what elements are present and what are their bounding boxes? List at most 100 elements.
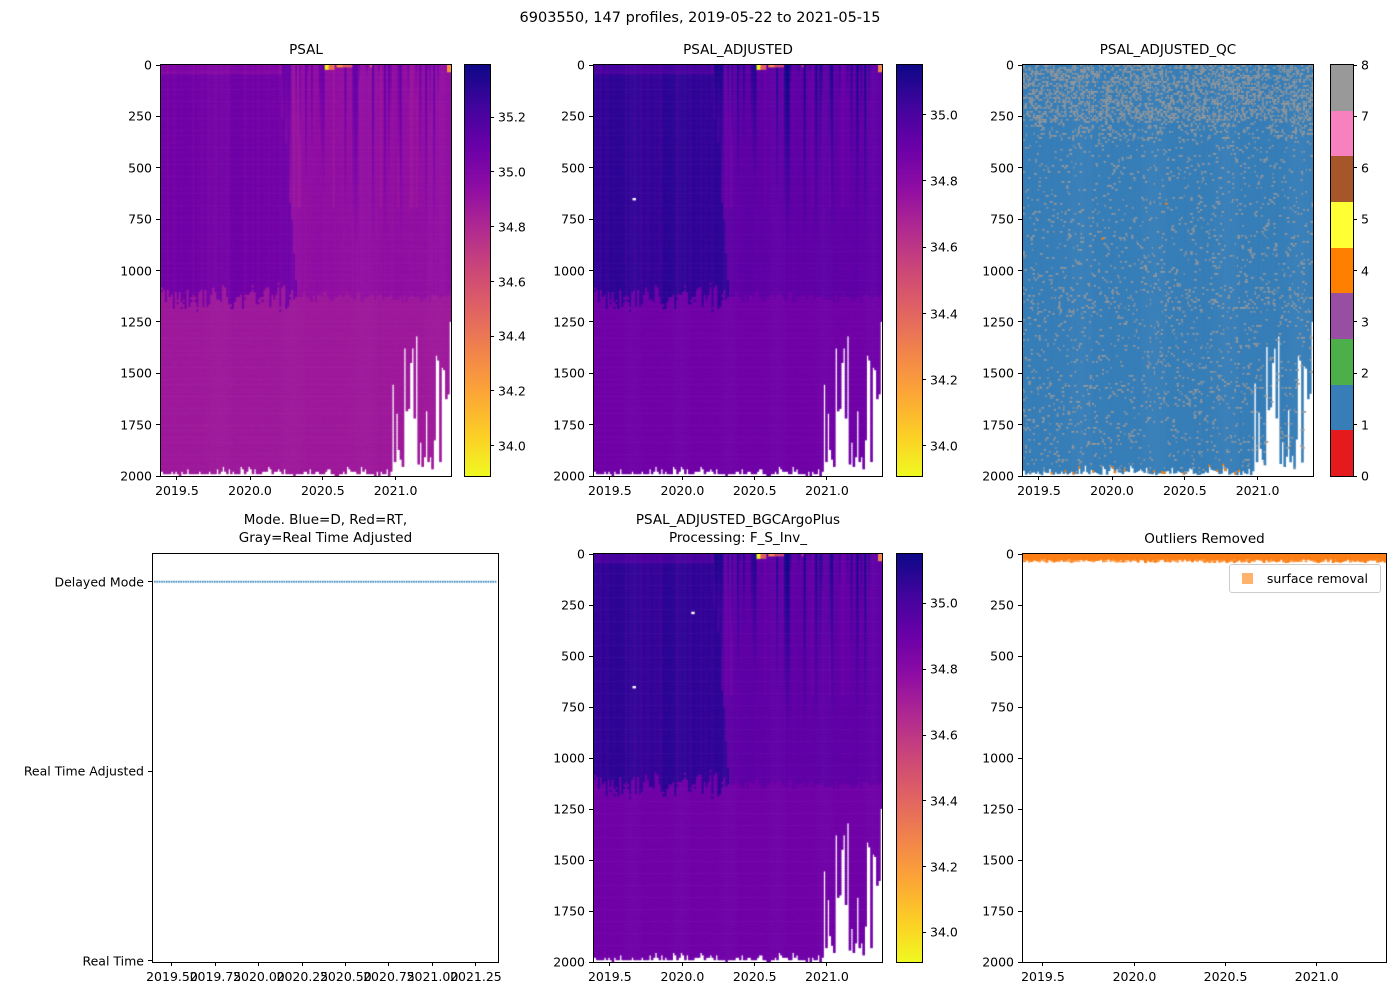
- outliers_removed-xtick-mark: [1316, 962, 1318, 966]
- psal-xtick-mark: [322, 476, 324, 480]
- outliers_removed-ytick-mark: [1018, 910, 1022, 912]
- psal-xtick-label: 2020.5: [300, 483, 345, 498]
- psal_adjusted_qc-xtick-label: 2020.0: [1090, 483, 1134, 498]
- psal_adjusted_qc-ytick-label: 750: [990, 211, 1014, 227]
- psal-ytick-label: 750: [128, 211, 152, 227]
- psal_adjusted_qc-ytick-mark: [1018, 64, 1022, 66]
- mode-ytick-mark: [148, 581, 152, 583]
- psal-colorbar-tick-label: 34.4: [498, 328, 526, 344]
- outliers_removed-xtick-mark: [1042, 962, 1044, 966]
- mode-ytick-label: Real Time: [82, 953, 144, 969]
- psal_adjusted_qc-ytick-label: 500: [990, 160, 1014, 176]
- outliers_removed-ytick-label: 0: [1006, 546, 1014, 562]
- psal-colorbar-tick-mark: [490, 390, 494, 392]
- psal_adjusted-colorbar-tick-label: 34.4: [930, 306, 958, 322]
- psal_adjusted_bgc-colorbar-tick-label: 35.0: [930, 595, 958, 611]
- psal_adjusted-ytick-mark: [589, 372, 593, 374]
- psal_adjusted_qc-colorbar-tick-label: 4: [1361, 263, 1369, 278]
- psal_adjusted-xtick-mark: [681, 476, 683, 480]
- psal_adjusted_bgc-colorbar: 35.0 34.8 34.6 34.4 34.2 34.0: [896, 553, 958, 963]
- psal-ytick-mark: [156, 475, 160, 477]
- psal-ytick-mark: [156, 167, 160, 169]
- psal_adjusted-colorbar-tick-label: 34.0: [930, 438, 958, 454]
- psal_adjusted_bgc-ytick-label: 500: [561, 648, 585, 664]
- surface-removal-label: surface removal: [1266, 571, 1368, 586]
- psal-ytick-mark: [156, 372, 160, 374]
- psal_adjusted_qc-ytick-label: 1500: [982, 365, 1014, 381]
- psal-adjusted-qc-title: PSAL_ADJUSTED_QC: [1099, 42, 1237, 58]
- psal-colorbar-tick-mark: [490, 226, 494, 228]
- mode-ytick-label: Delayed Mode: [54, 574, 144, 590]
- psal_adjusted_bgc-ytick-label: 1250: [553, 801, 585, 817]
- psal_adjusted-ytick-label: 1750: [553, 417, 585, 433]
- mode-xtick-label: 2020.75: [363, 969, 415, 984]
- psal_adjusted-ytick-mark: [589, 270, 593, 271]
- psal-xtick-label: 2019.5: [155, 483, 199, 498]
- psal_adjusted_qc-ytick-label: 2000: [982, 468, 1014, 484]
- psal_adjusted_qc-xtick-label: 2020.5: [1162, 483, 1207, 498]
- outliers-legend: surface removal: [1228, 564, 1381, 593]
- psal_adjusted_bgc-xtick-mark: [754, 962, 756, 966]
- psal-plot: PSAL 2019.5 2020.0 2020.5 2021.0 0 250 500 750 1…: [120, 42, 452, 498]
- psal_adjusted_qc-colorbar-segment: [1331, 384, 1353, 431]
- outliers_removed-ytick-label: 1250: [982, 801, 1014, 817]
- psal_adjusted_qc-colorbar-tick-mark: [1353, 64, 1357, 66]
- psal_adjusted_bgc-ytick-mark: [589, 553, 593, 555]
- mode-ytick-label: Real Time Adjusted: [23, 763, 144, 779]
- mode-xtick-mark: [345, 962, 347, 966]
- mode-xtick-mark: [301, 962, 303, 966]
- psal_adjusted-colorbar-tick-mark: [922, 379, 926, 381]
- psal-ytick-mark: [156, 218, 160, 220]
- psal-adjusted-plot: PSAL_ADJUSTED 2019.5 2020.0 2020.5 2021.0 0 2…: [553, 42, 883, 498]
- psal_adjusted_qc-colorbar-segment: [1331, 247, 1353, 294]
- psal_adjusted_qc-ytick-mark: [1018, 115, 1022, 117]
- outliers_removed-ytick-mark: [1018, 706, 1022, 708]
- psal_adjusted-ytick-label: 0: [577, 57, 585, 73]
- psal-xtick-label: 2020.0: [228, 483, 272, 498]
- psal_adjusted-ytick-mark: [589, 167, 593, 169]
- psal_adjusted-ytick-mark: [589, 115, 593, 117]
- psal_adjusted-ytick-label: 1250: [553, 314, 585, 330]
- psal-colorbar-tick-label: 34.2: [498, 383, 526, 399]
- mode-canvas: [153, 554, 498, 962]
- mode-xtick-label: 2019.75: [189, 969, 242, 984]
- psal_adjusted_qc-colorbar-tick-mark: [1353, 167, 1357, 169]
- psal-ytick-mark: [156, 115, 160, 117]
- psal-colorbar-tick-label: 34.0: [498, 438, 526, 454]
- outliers_removed-xtick-mark: [1225, 962, 1227, 966]
- psal_adjusted_bgc-xtick-label: 2020.5: [732, 969, 777, 984]
- psal_adjusted_qc-canvas: [1023, 65, 1313, 476]
- psal_adjusted_qc-colorbar-tick-mark: [1353, 270, 1357, 271]
- psal_adjusted-ytick-label: 2000: [553, 468, 585, 484]
- psal_adjusted-colorbar: 35.0 34.8 34.6 34.4 34.2 34.0: [896, 64, 958, 477]
- psal-xtick-mark: [249, 476, 251, 480]
- psal_adjusted_qc-colorbar: 8 7 6 5 4 3 2 1 0: [1330, 58, 1369, 484]
- psal_adjusted_qc-colorbar-tick-mark: [1353, 218, 1357, 220]
- psal_adjusted_qc-xtick-label: 2021.0: [1235, 483, 1280, 498]
- psal_adjusted_qc-colorbar-segment: [1331, 430, 1353, 476]
- psal_adjusted_bgc-colorbar-tick-mark: [922, 734, 926, 736]
- psal_adjusted_bgc-xtick-label: 2021.0: [805, 969, 849, 984]
- psal_adjusted_bgc-ytick-label: 1000: [553, 750, 585, 766]
- psal-colorbar-tick-label: 34.8: [498, 219, 526, 235]
- mode-xtick-label: 2020.25: [276, 969, 329, 984]
- psal_adjusted_qc-ytick-label: 250: [990, 108, 1014, 124]
- outliers_removed-ytick-mark: [1018, 604, 1022, 606]
- psal-ytick-mark: [156, 321, 160, 323]
- mode-xtick-mark: [431, 962, 433, 966]
- psal-ytick-label: 500: [128, 160, 152, 176]
- psal-ytick-label: 0: [144, 57, 152, 73]
- outliers-removed-plot: Outliers Removed surface removal 2019.5 2…: [982, 531, 1387, 984]
- outliers_removed-xtick-label: 2020.0: [1112, 969, 1157, 984]
- outliers_removed-ytick-mark: [1018, 655, 1022, 657]
- outliers_removed-ytick-label: 2000: [982, 954, 1014, 970]
- psal_adjusted_qc-colorbar-segment: [1331, 293, 1353, 339]
- psal_adjusted_bgc-ytick-mark: [589, 961, 593, 963]
- psal_adjusted_bgc-xtick-label: 2020.0: [660, 969, 705, 984]
- psal_adjusted_qc-ytick-mark: [1018, 372, 1022, 374]
- psal_adjusted_bgc-colorbar-tick-mark: [922, 602, 926, 604]
- psal_adjusted-ytick-mark: [589, 424, 593, 426]
- psal-colorbar-tick-mark: [490, 281, 494, 283]
- psal_adjusted_bgc-xtick-mark: [609, 962, 611, 966]
- psal_adjusted-ytick-label: 1500: [553, 365, 585, 381]
